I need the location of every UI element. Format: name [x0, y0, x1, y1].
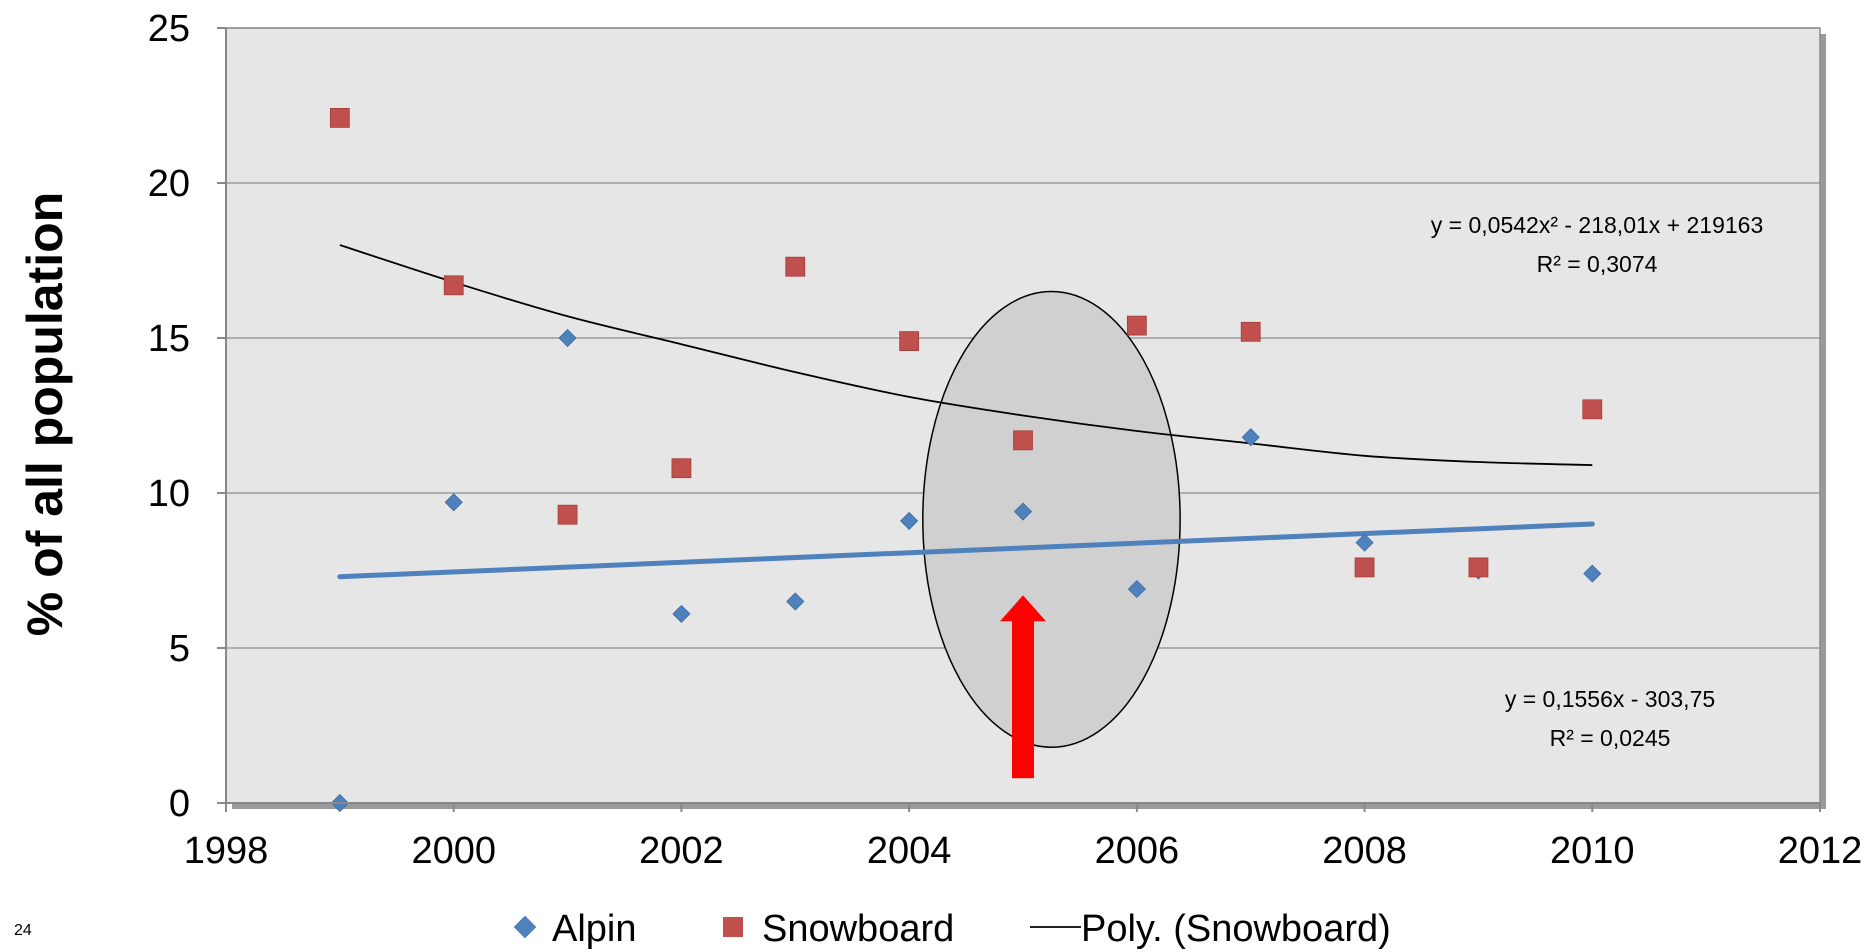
alpin-point-2002 [672, 604, 691, 623]
legend-marker-alpin [513, 915, 537, 939]
legend-item-snowboard: Snowboard [723, 908, 954, 950]
snowboard-point-2008 [1354, 557, 1375, 578]
snowboard-point-2006 [1126, 315, 1147, 336]
snowboard-point-2002 [671, 458, 692, 479]
x-tick-label-2010: 2010 [1550, 830, 1635, 872]
alpin-point-2004 [900, 511, 919, 530]
snowboard-point-2010 [1582, 399, 1603, 420]
y-axis-label: % of all population [17, 192, 73, 636]
trendline-poly-snowboard [339, 244, 1593, 466]
x-tick-label-1998: 1998 [184, 830, 269, 872]
y-tick-label-10: 10 [148, 473, 190, 515]
y-tick-label-0: 0 [169, 783, 190, 825]
x-tick-label-2006: 2006 [1095, 830, 1180, 872]
alpin-point-2000 [444, 493, 463, 512]
trendline-linear-alpin [337, 521, 1595, 580]
data-markers [329, 108, 1603, 813]
alpin-point-2007 [1241, 428, 1260, 447]
tick-labels: 0 5 10 15 20 25 1998 2000 2002 2004 2006 2008 2010 20… [148, 8, 1863, 872]
legend-item-poly-snowboard: Poly. (Snowboard) [1030, 908, 1391, 950]
red-arrow-shaft [1012, 619, 1034, 779]
trend-lines [337, 244, 1595, 580]
poly-equation-text: y = 0,0542x² - 218,01x + 219163 [1431, 212, 1763, 238]
legend-label-poly: Poly. (Snowboard) [1081, 908, 1391, 950]
y-tick-label-25: 25 [148, 8, 190, 50]
red-arrow [1000, 595, 1046, 779]
alpin-point-2010 [1583, 564, 1602, 583]
legend-marker-snowboard [723, 917, 743, 937]
linear-r2-text: R² = 0,0245 [1550, 725, 1671, 751]
alpin-point-2006 [1127, 580, 1146, 599]
x-tick-label-2004: 2004 [867, 830, 952, 872]
snowboard-point-2009 [1468, 557, 1489, 578]
snowboard-point-2003 [785, 256, 806, 277]
poly-trend-equation: y = 0,0542x² - 218,01x + 219163 R² = 0,3… [1431, 212, 1763, 277]
axes [217, 27, 1821, 812]
linear-equation-text: y = 0,1556x - 303,75 [1505, 686, 1715, 712]
x-tick-label-2012: 2012 [1778, 830, 1863, 872]
linear-trend-equation: y = 0,1556x - 303,75 R² = 0,0245 [1505, 686, 1715, 751]
alpin-point-2008 [1355, 533, 1374, 552]
x-tick-label-2002: 2002 [639, 830, 724, 872]
legend: Alpin Snowboard Poly. (Snowboard) [513, 908, 1391, 950]
alpin-point-2001 [558, 328, 577, 348]
snowboard-point-2004 [899, 331, 920, 352]
y-tick-label-20: 20 [148, 163, 190, 205]
snowboard-point-2005 [1013, 430, 1033, 451]
snowboard-point-2001 [557, 504, 578, 525]
highlight-ellipse [922, 290, 1181, 748]
poly-r2-text: R² = 0,3074 [1537, 251, 1658, 277]
y-tick-label-15: 15 [148, 318, 190, 360]
snowboard-point-2007 [1240, 321, 1261, 342]
alpin-point-2005 [1013, 502, 1033, 521]
snowboard-point-1999 [329, 108, 350, 128]
legend-label-alpin: Alpin [552, 908, 637, 950]
slide-number: 24 [14, 922, 32, 939]
snowboard-point-2000 [443, 275, 464, 296]
x-tick-label-2000: 2000 [411, 830, 496, 872]
legend-item-alpin: Alpin [513, 908, 637, 950]
y-tick-label-5: 5 [169, 628, 190, 670]
alpin-point-2003 [786, 592, 805, 611]
annotations [922, 290, 1181, 779]
red-arrow-head [1000, 595, 1046, 622]
x-tick-label-2008: 2008 [1322, 830, 1407, 872]
legend-label-snowboard: Snowboard [762, 908, 954, 950]
